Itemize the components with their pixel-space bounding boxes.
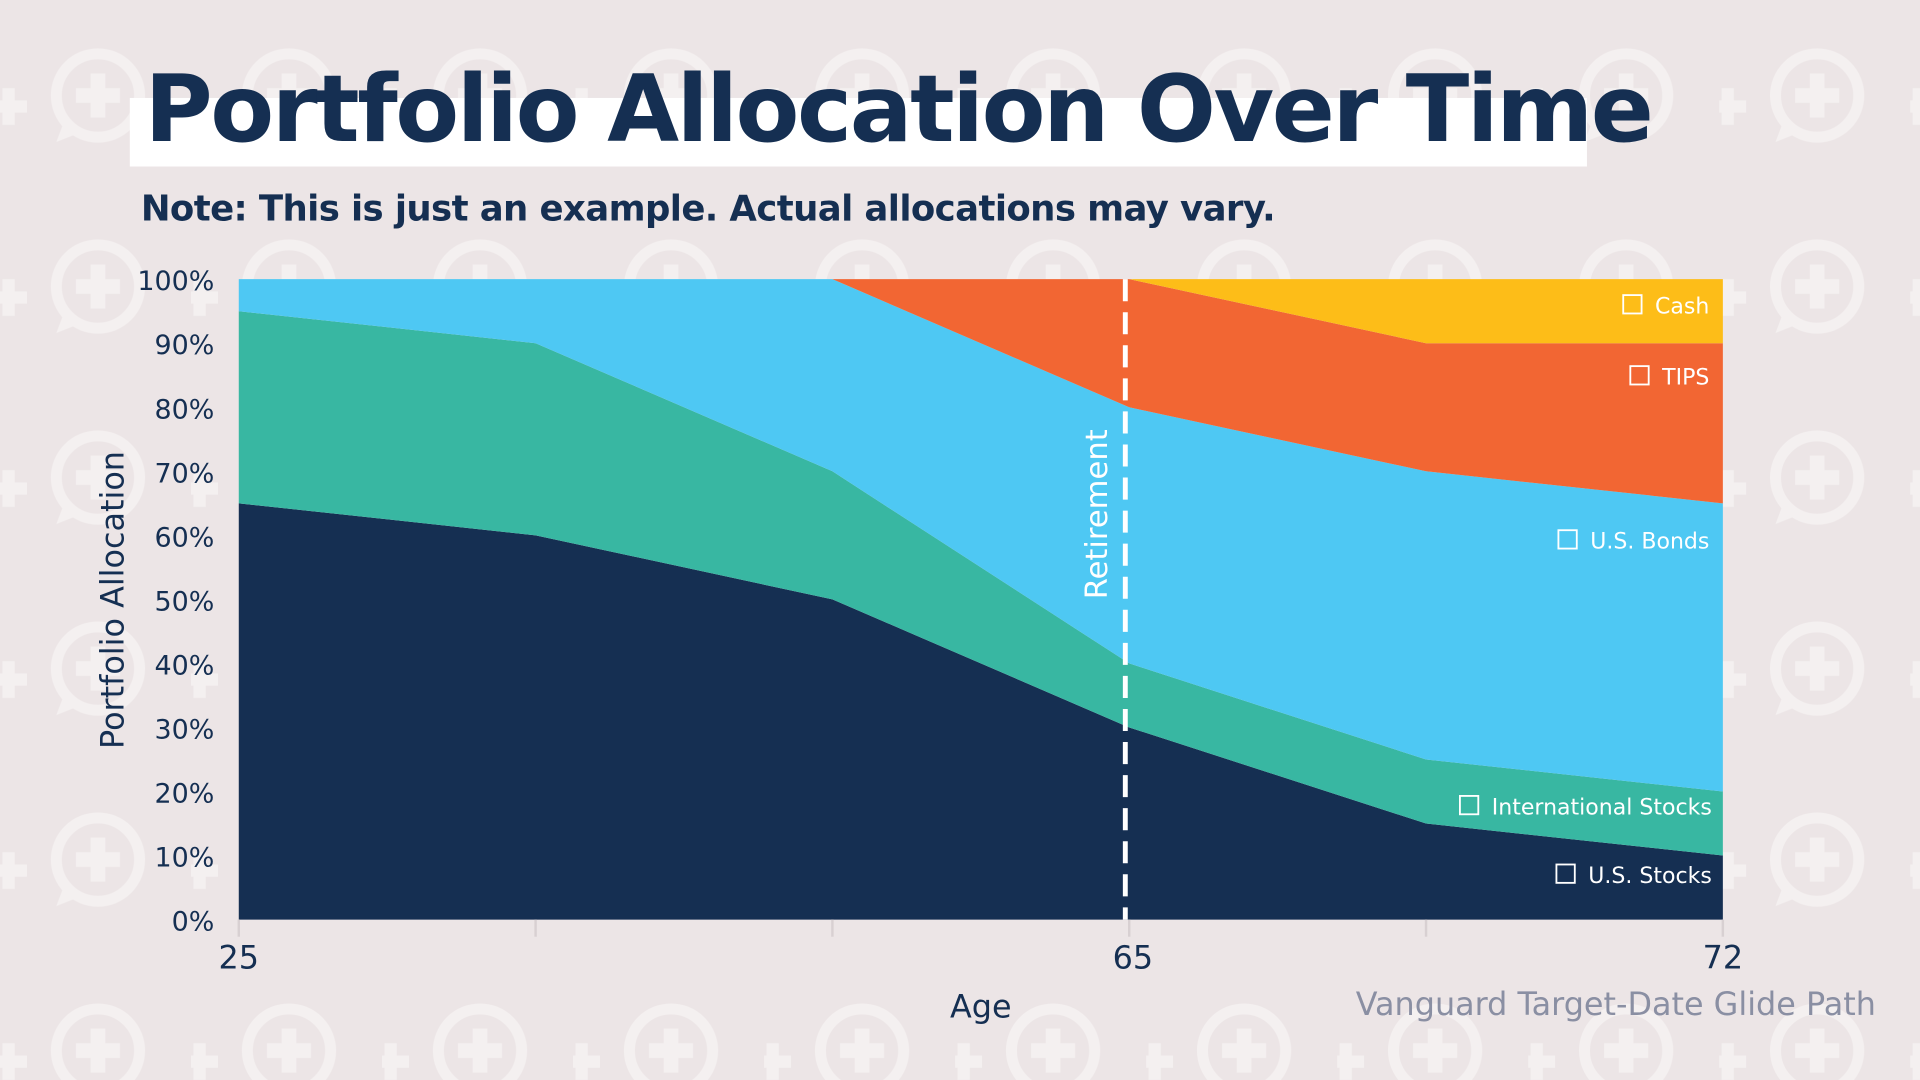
y-tick-label: 70% [154,458,214,489]
y-tick-label: 60% [154,522,214,553]
legend-label: International Stocks [1492,795,1712,820]
source-label: Vanguard Target-Date Glide Path [1355,986,1876,1024]
x-tick-label: 25 [219,939,260,977]
legend-swatch [1629,365,1650,386]
y-tick-label: 40% [154,650,214,681]
y-tick-label: 100% [137,266,214,297]
x-tick-label: 72 [1703,939,1744,977]
legend-label: U.S. Stocks [1588,864,1712,889]
y-tick-label: 80% [154,394,214,425]
legend-swatch [1459,795,1480,816]
area-tips [238,279,1723,504]
legend-label: TIPS [1661,365,1709,390]
legend-swatch [1622,294,1643,315]
y-axis-label: Portfolio Allocation [94,451,132,749]
y-tick-label: 90% [154,330,214,361]
y-tick-label: 0% [172,907,215,938]
area-u-s-stocks [238,503,1723,920]
y-tick-label: 20% [154,779,214,810]
legend-label: U.S. Bonds [1590,530,1709,555]
legend-swatch [1555,863,1576,884]
y-tick-label: 30% [154,714,214,745]
area-international-stocks [238,311,1723,856]
x-axis-label: Age [950,988,1012,1026]
page-title: Portfolio Allocation Over Time [144,53,1653,163]
legend-label: Cash [1655,294,1709,319]
title-highlight [129,97,1587,167]
subtitle-note: Note: This is just an example. Actual al… [140,187,1276,229]
legend-swatch [1557,529,1578,550]
area-u-s-bonds [238,279,1723,792]
retirement-label: Retirement [1080,429,1115,599]
y-tick-label: 10% [154,843,214,874]
y-tick-label: 50% [154,586,214,617]
x-tick-label: 65 [1113,939,1154,977]
